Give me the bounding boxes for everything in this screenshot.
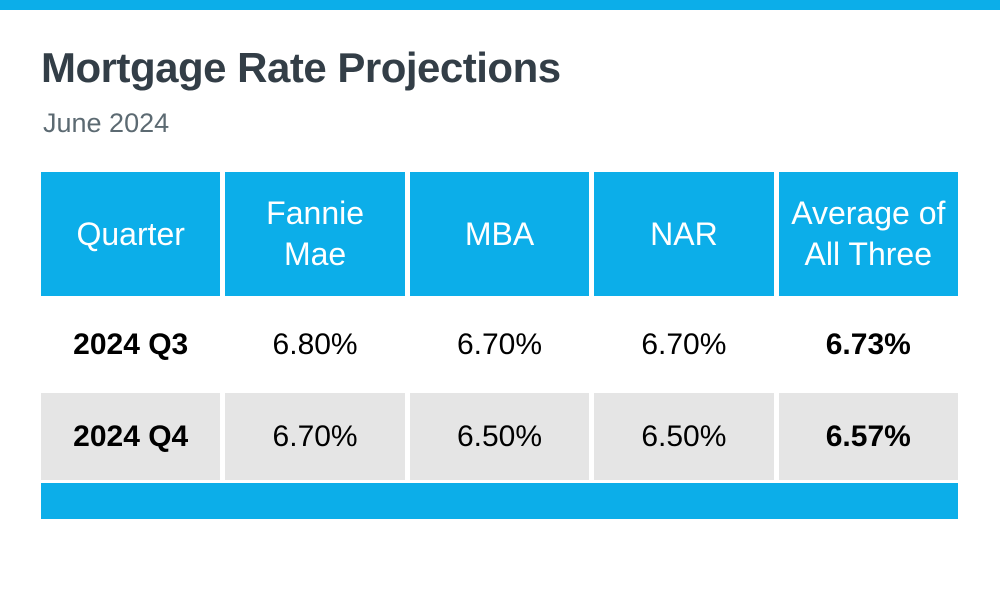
cell-q3-mba: 6.70%	[409, 299, 590, 390]
mortgage-rate-projections-table: Quarter Fannie Mae MBA NAR Average of Al…	[41, 172, 958, 519]
cell-q4-average: 6.57%	[778, 393, 958, 480]
page-title: Mortgage Rate Projections	[41, 44, 561, 91]
column-header-nar: NAR	[594, 172, 774, 296]
cell-q4-fannie-mae: 6.70%	[225, 393, 405, 480]
cell-q4-quarter: 2024 Q4	[41, 393, 221, 480]
cell-q3-quarter: 2024 Q3	[41, 299, 221, 390]
column-header-mba: MBA	[409, 172, 590, 296]
column-header-fannie-mae: Fannie Mae	[225, 172, 405, 296]
cell-q4-nar: 6.50%	[594, 393, 774, 480]
page-subtitle: June 2024	[43, 108, 170, 138]
column-header-quarter: Quarter	[41, 172, 221, 296]
cell-q3-fannie-mae: 6.80%	[225, 299, 405, 390]
cell-q4-mba: 6.50%	[409, 393, 590, 480]
cell-q3-nar: 6.70%	[594, 299, 774, 390]
bottom-accent-bar	[41, 483, 958, 519]
cell-q3-average: 6.73%	[778, 299, 958, 390]
top-accent-bar	[0, 0, 1000, 10]
column-header-average: Average of All Three	[778, 172, 958, 296]
